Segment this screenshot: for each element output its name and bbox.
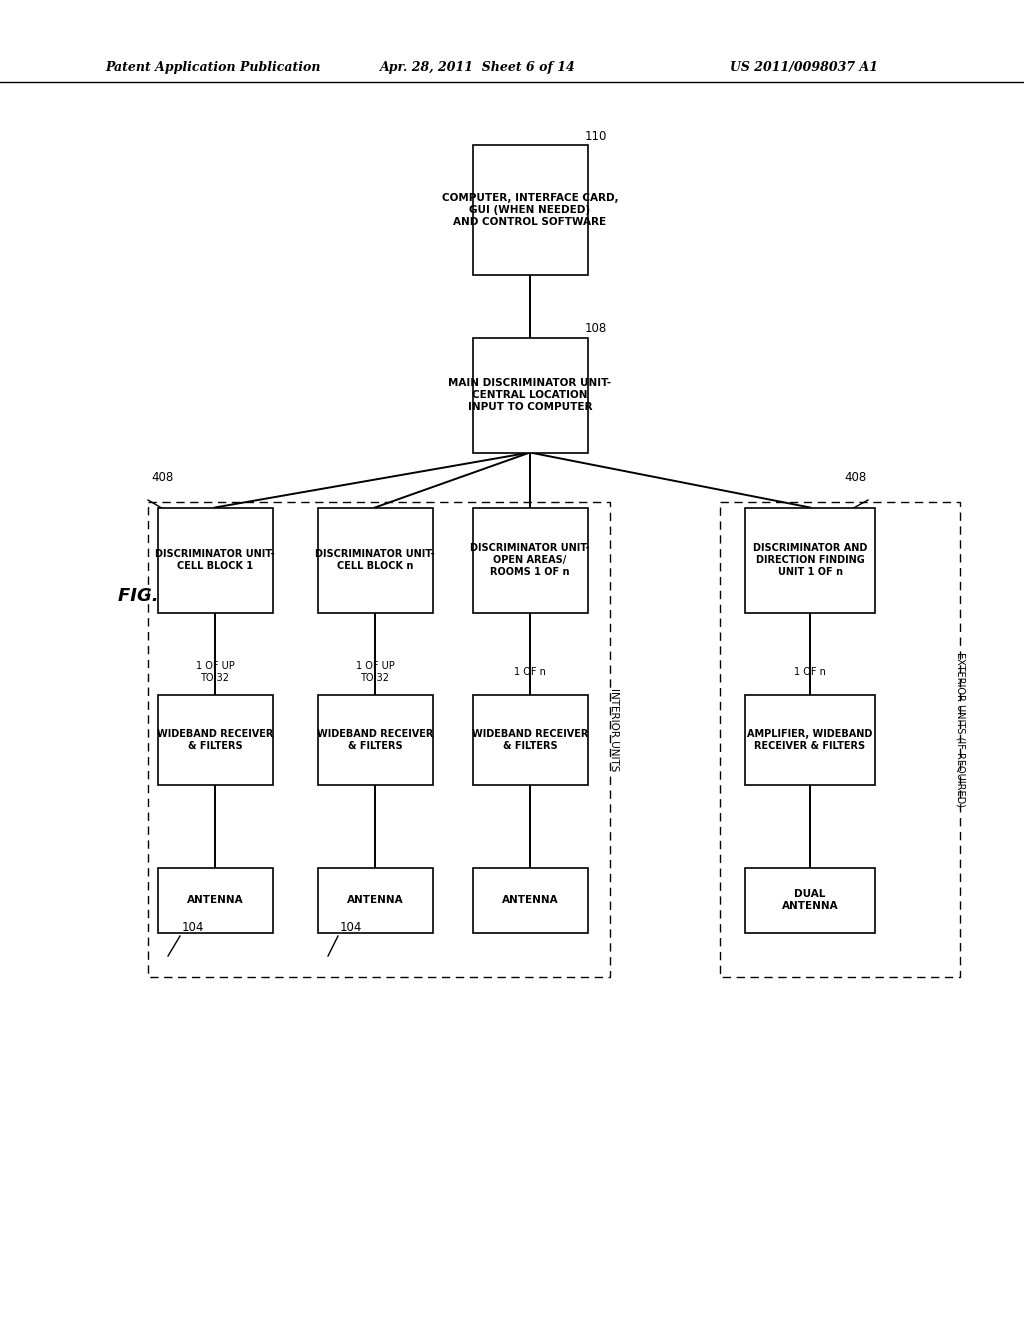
Text: DUAL
ANTENNA: DUAL ANTENNA [781,888,839,911]
Text: 408: 408 [151,471,173,484]
Text: 1 OF n: 1 OF n [794,667,826,677]
Bar [472,507,588,612]
Bar [472,867,588,932]
Text: AMPLIFIER, WIDEBAND
RECEIVER & FILTERS: AMPLIFIER, WIDEBAND RECEIVER & FILTERS [748,729,872,751]
Text: DISCRIMINATOR UNIT-
OPEN AREAS/
ROOMS 1 OF n: DISCRIMINATOR UNIT- OPEN AREAS/ ROOMS 1 … [470,543,590,577]
Text: FIG. 6: FIG. 6 [118,587,177,605]
Bar [317,507,432,612]
Bar [745,696,874,785]
Text: Apr. 28, 2011  Sheet 6 of 14: Apr. 28, 2011 Sheet 6 of 14 [380,62,575,74]
Text: INTERIOR UNITS: INTERIOR UNITS [609,688,618,772]
Text: 104: 104 [340,921,362,935]
Bar [148,502,610,977]
Text: ANTENNA: ANTENNA [347,895,403,906]
Text: 408: 408 [845,471,867,484]
Text: WIDEBAND RECEIVER
& FILTERS: WIDEBAND RECEIVER & FILTERS [157,729,273,751]
Bar [158,867,272,932]
Bar [745,867,874,932]
Text: 1 OF UP
TO 32: 1 OF UP TO 32 [355,661,394,682]
Text: DISCRIMINATOR AND
DIRECTION FINDING
UNIT 1 OF n: DISCRIMINATOR AND DIRECTION FINDING UNIT… [753,543,867,577]
Text: ANTENNA: ANTENNA [186,895,244,906]
Text: 1 OF UP
TO 32: 1 OF UP TO 32 [196,661,234,682]
Text: ANTENNA: ANTENNA [502,895,558,906]
Bar [720,502,961,977]
Bar [472,338,588,453]
Bar [317,696,432,785]
Bar [317,867,432,932]
Bar [472,696,588,785]
Text: WIDEBAND RECEIVER
& FILTERS: WIDEBAND RECEIVER & FILTERS [316,729,433,751]
Text: 110: 110 [585,129,607,143]
Text: DISCRIMINATOR UNIT-
CELL BLOCK n: DISCRIMINATOR UNIT- CELL BLOCK n [315,549,435,572]
Text: WIDEBAND RECEIVER
& FILTERS: WIDEBAND RECEIVER & FILTERS [472,729,588,751]
Bar [158,696,272,785]
Text: EXTERIOR UNITS (IF REQUIRED): EXTERIOR UNITS (IF REQUIRED) [955,652,965,808]
Text: 104: 104 [182,921,205,935]
Text: MAIN DISCRIMINATOR UNIT-
CENTRAL LOCATION
INPUT TO COMPUTER: MAIN DISCRIMINATOR UNIT- CENTRAL LOCATIO… [449,378,611,412]
Bar [472,145,588,275]
Text: Patent Application Publication: Patent Application Publication [105,62,321,74]
Text: 108: 108 [585,322,607,335]
Text: DISCRIMINATOR UNIT-
CELL BLOCK 1: DISCRIMINATOR UNIT- CELL BLOCK 1 [156,549,274,572]
Text: COMPUTER, INTERFACE CARD,
GUI (WHEN NEEDED)
AND CONTROL SOFTWARE: COMPUTER, INTERFACE CARD, GUI (WHEN NEED… [441,193,618,227]
Text: 1 OF n: 1 OF n [514,667,546,677]
Text: US 2011/0098037 A1: US 2011/0098037 A1 [730,62,878,74]
Bar [745,507,874,612]
Bar [158,507,272,612]
